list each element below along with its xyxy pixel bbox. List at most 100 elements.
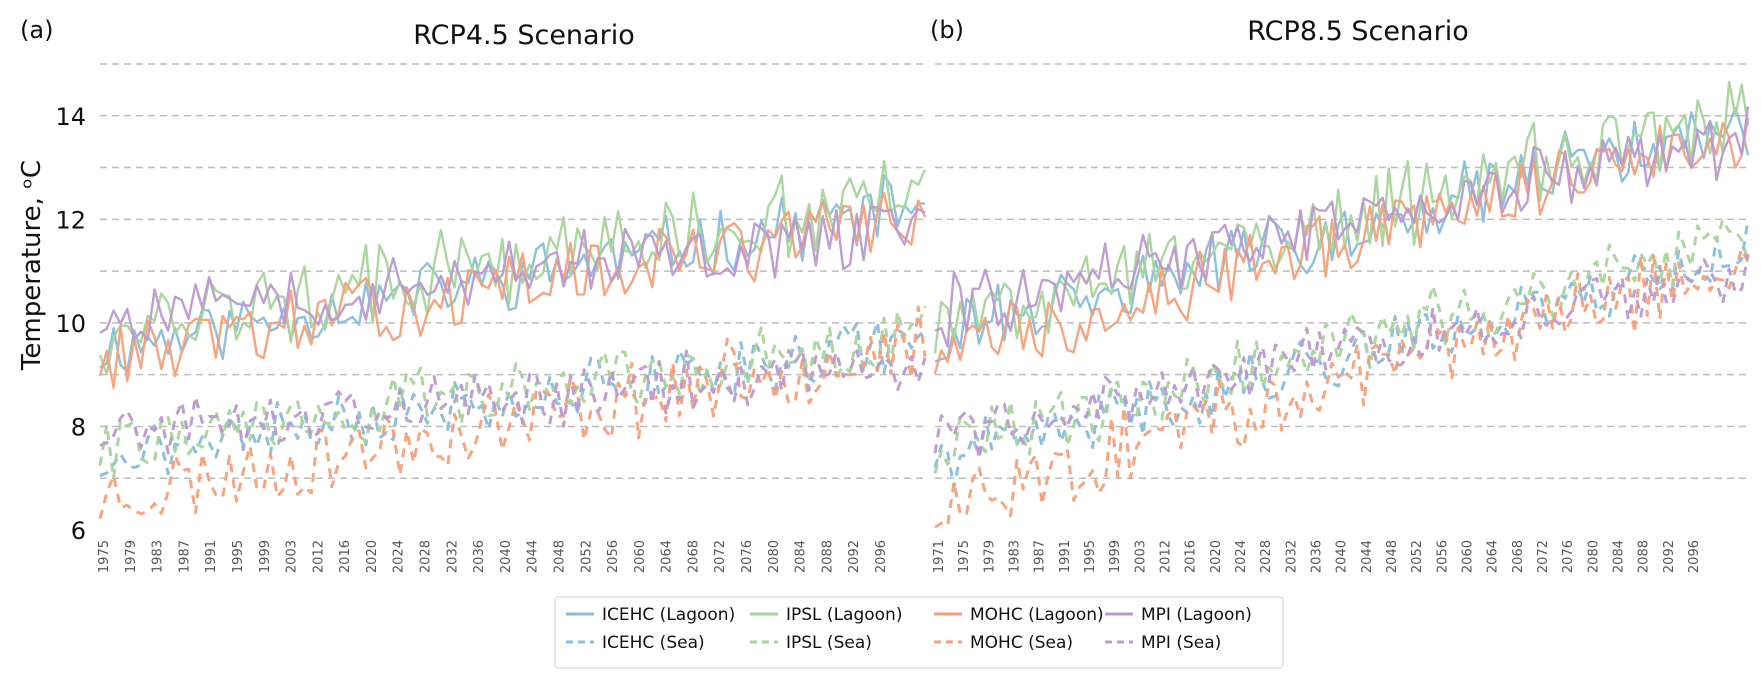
x-tick-label: 2056 <box>606 540 621 573</box>
series-line-ipsl-sea <box>933 218 1750 474</box>
legend-label: IPSL (Sea) <box>786 633 872 653</box>
x-tick-label: 2016 <box>338 540 353 573</box>
panel-a-rcp45: (a) RCP4.5 Scenario 6 8 10 12 14 1975 1979 198… <box>20 16 927 573</box>
legend-box <box>554 596 1284 669</box>
panel-a-series <box>98 159 927 520</box>
legend: ICEHC (Lagoon) IPSL (Lagoon) MOHC (Lagoon)… <box>554 596 1284 669</box>
x-tick-label: 2068 <box>686 540 701 573</box>
x-tick-label: 2088 <box>1637 540 1652 573</box>
x-tick-label: 2040 <box>499 540 514 573</box>
panel-b-title: RCP8.5 Scenario <box>1247 16 1468 47</box>
legend-label: ICEHC (Sea) <box>602 633 705 653</box>
x-tick-label: 2040 <box>1335 540 1350 573</box>
x-tick-label: 2024 <box>1234 540 1249 573</box>
x-tick-label: 2056 <box>1435 540 1450 573</box>
x-tick-label: 1971 <box>932 540 947 573</box>
y-tick-label: 14 <box>55 103 86 131</box>
x-tick-label: 2032 <box>445 540 460 573</box>
x-tick-label: 2003 <box>1133 540 1148 573</box>
panel-b-rcp85: (b) RCP8.5 Scenario 1971 1975 1979 1983 1987… <box>930 16 1750 573</box>
legend-label: MPI (Sea) <box>1141 633 1221 653</box>
x-tick-label: 2096 <box>1687 540 1702 573</box>
series-line-mpi-lagoon <box>99 205 926 341</box>
x-tick-label: 2032 <box>1284 540 1299 573</box>
x-tick-label: 1979 <box>124 540 139 573</box>
x-tick-label: 2048 <box>1385 540 1400 573</box>
legend-label: MOHC (Lagoon) <box>970 605 1104 625</box>
panel-a-y-ticks: 6 8 10 12 14 <box>55 103 86 545</box>
x-tick-label: 2060 <box>1461 540 1476 573</box>
x-tick-label: 2080 <box>767 540 782 573</box>
panel-b-label: (b) <box>930 16 964 44</box>
x-tick-label: 2003 <box>285 540 300 573</box>
x-tick-label: 2028 <box>1259 540 1274 573</box>
panel-a-x-ticks: 1975 1979 1983 1987 1991 1995 1999 2003 2012 2016… <box>97 540 889 573</box>
panel-b-x-ticks: 1971 1975 1979 1983 1987 1991 1995 1999 2003 2012… <box>932 540 1702 573</box>
x-tick-label: 2088 <box>820 540 835 573</box>
x-tick-label: 2036 <box>472 540 487 573</box>
series-line-mohc-sea <box>934 247 1750 529</box>
x-tick-label: 2012 <box>1159 540 1174 573</box>
x-tick-label: 2092 <box>847 540 862 573</box>
y-tick-label: 6 <box>71 517 86 545</box>
y-tick-label: 10 <box>55 310 86 338</box>
legend-label: IPSL (Lagoon) <box>786 605 902 625</box>
panel-a-label: (a) <box>20 16 53 44</box>
x-tick-label: 1999 <box>258 540 273 573</box>
legend-label: MPI (Lagoon) <box>1141 605 1252 625</box>
x-tick-label: 2064 <box>660 540 675 573</box>
series-line-ipsl-lagoon <box>98 159 927 376</box>
x-tick-label: 2072 <box>1536 540 1551 573</box>
x-tick-label: 1979 <box>982 540 997 573</box>
legend-label: MOHC (Sea) <box>970 633 1073 653</box>
x-tick-label: 1983 <box>1008 540 1023 573</box>
x-tick-label: 2044 <box>526 540 541 573</box>
x-tick-label: 2012 <box>311 540 326 573</box>
panel-a-title: RCP4.5 Scenario <box>413 20 634 51</box>
series-line-mpi-lagoon <box>934 106 1750 348</box>
x-tick-label: 1999 <box>1108 540 1123 573</box>
series-line-ipsl-lagoon <box>933 80 1750 354</box>
panel-b-series <box>933 80 1750 529</box>
x-tick-label: 2020 <box>365 540 380 573</box>
x-tick-label: 2072 <box>713 540 728 573</box>
x-tick-label: 1987 <box>177 540 192 573</box>
series-line-mohc-lagoon <box>933 117 1750 375</box>
x-tick-label: 2060 <box>633 540 648 573</box>
x-tick-label: 1983 <box>151 540 166 573</box>
x-tick-label: 2080 <box>1586 540 1601 573</box>
legend-label: ICEHC (Lagoon) <box>602 605 735 625</box>
x-tick-label: 2076 <box>740 540 755 573</box>
x-tick-label: 2068 <box>1511 540 1526 573</box>
x-tick-label: 2036 <box>1310 540 1325 573</box>
x-tick-label: 2048 <box>553 540 568 573</box>
panel-b-grid <box>935 63 1748 479</box>
x-tick-label: 2084 <box>794 540 809 573</box>
series-line-ipsl-sea <box>98 305 927 480</box>
x-tick-label: 1975 <box>957 540 972 573</box>
series-line-mpi-sea <box>99 348 927 455</box>
x-tick-label: 1987 <box>1033 540 1048 573</box>
x-tick-label: 2052 <box>579 540 594 573</box>
x-tick-label: 2092 <box>1662 540 1677 573</box>
x-tick-label: 1995 <box>1083 540 1098 573</box>
y-tick-label: 8 <box>71 413 86 441</box>
x-tick-label: 2028 <box>419 540 434 573</box>
y-tick-label: 12 <box>55 206 86 234</box>
x-tick-label: 1991 <box>204 540 219 573</box>
x-tick-label: 2024 <box>392 540 407 573</box>
series-line-mohc-lagoon <box>98 191 927 389</box>
x-tick-label: 2044 <box>1360 540 1375 573</box>
x-tick-label: 2052 <box>1410 540 1425 573</box>
series-line-mpi-sea <box>933 253 1750 460</box>
x-tick-label: 2096 <box>874 540 889 573</box>
x-tick-label: 2064 <box>1486 540 1501 573</box>
x-tick-label: 2076 <box>1561 540 1576 573</box>
x-tick-label: 2016 <box>1184 540 1199 573</box>
x-tick-label: 2020 <box>1209 540 1224 573</box>
x-tick-label: 1991 <box>1058 540 1073 573</box>
series-line-mohc-sea <box>98 305 927 520</box>
x-tick-label: 1975 <box>97 540 112 573</box>
y-axis-label: Temperature, ᵒC <box>17 160 47 371</box>
